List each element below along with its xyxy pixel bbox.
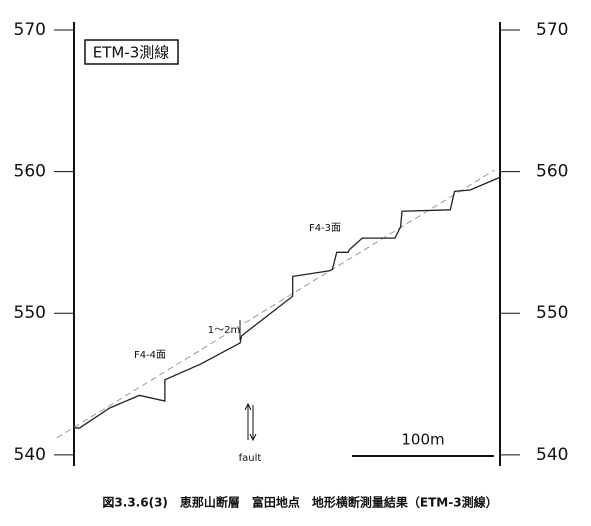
y-tick-label: 550 <box>14 303 46 323</box>
trend-line <box>56 169 495 439</box>
y-tick-label: 560 <box>14 162 46 182</box>
y2-tick-label: 540 <box>536 445 568 465</box>
annotation: 1～2m <box>208 325 240 336</box>
y2-tick-label: 550 <box>536 303 568 323</box>
fault-arrows <box>244 402 257 442</box>
profile-line <box>74 176 501 429</box>
scale-bar-label: 100m <box>401 431 444 449</box>
title-box <box>84 39 179 65</box>
y2-tick-label: 570 <box>536 20 568 40</box>
y-tick-label: 540 <box>14 445 46 465</box>
y-tick-label: 570 <box>14 20 46 40</box>
annotation: fault <box>239 453 262 464</box>
chart-title: ETM-3測線 <box>93 44 170 62</box>
y2-tick-label: 560 <box>536 162 568 182</box>
annotation: F4-4面 <box>134 350 166 361</box>
annotation: F4-3面 <box>309 223 341 234</box>
caption: 図3.3.6(3) 恵那山断層 富田地点 地形横断測量結果（ETM-3測線） <box>102 495 497 510</box>
